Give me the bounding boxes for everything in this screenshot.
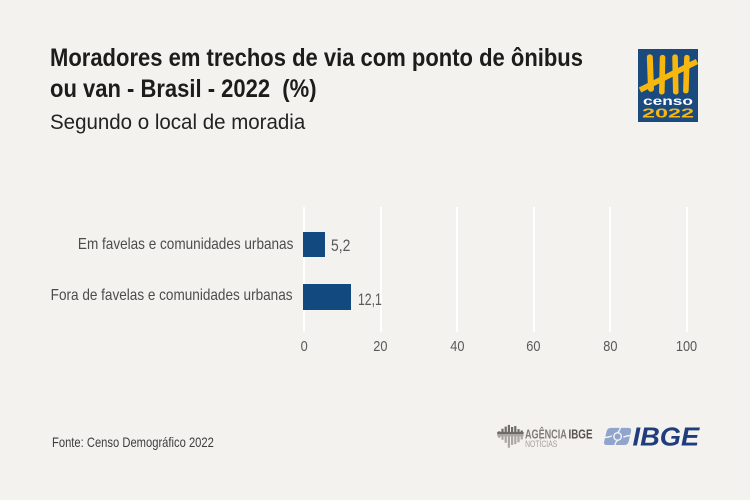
svg-text:2022: 2022 bbox=[642, 106, 694, 121]
svg-text:NOTÍCIAS: NOTÍCIAS bbox=[525, 439, 557, 449]
svg-text:AGÊNCIA: AGÊNCIA bbox=[525, 426, 567, 441]
svg-text:IBGE: IBGE bbox=[569, 426, 593, 441]
svg-text:censo: censo bbox=[643, 94, 693, 108]
svg-text:IBGE: IBGE bbox=[633, 425, 700, 450]
